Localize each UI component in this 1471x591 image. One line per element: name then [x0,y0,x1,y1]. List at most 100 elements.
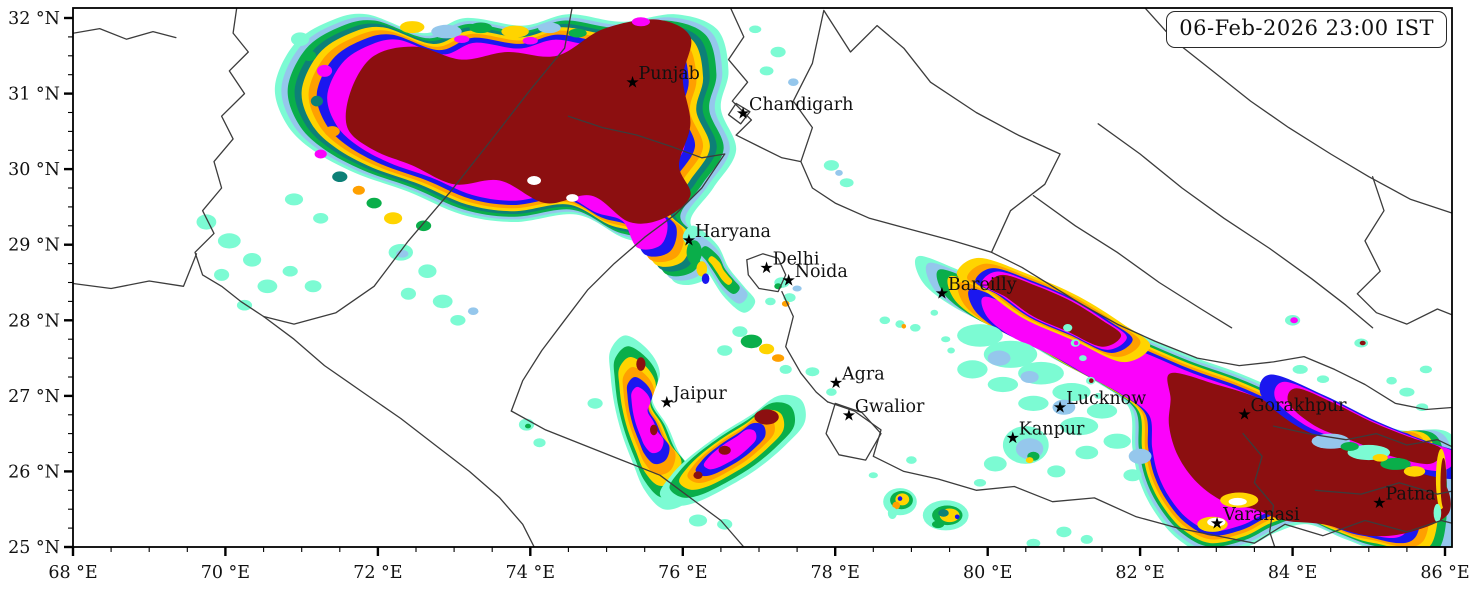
city-jaipur: ★Jaipur [660,384,728,412]
star-icon: ★ [1372,493,1386,512]
precip-cell [901,324,907,329]
precip-cell [314,149,327,159]
y-tick-label: 29 °N [8,236,60,256]
city-patna: ★Patna [1372,484,1435,512]
precip-cell [1399,387,1415,397]
x-tick-label: 84 °E [1268,563,1317,583]
city-label: Noida [795,262,848,282]
boundary-pakistan-internal-north [194,8,265,318]
x-tick-label: 68 °E [48,563,97,583]
boundary-gwalior-pocket [825,402,882,461]
precip-cell [538,22,561,34]
precip-cell [718,445,731,455]
city-label: Gorakhpur [1251,396,1348,416]
precip-cell [688,514,708,527]
precip-cell [1311,433,1350,449]
precip-cell [779,364,792,374]
precip-cell [954,514,960,520]
city-varanasi: ★Varanasi [1210,505,1300,533]
star-icon: ★ [660,392,674,411]
precip-cell [906,456,917,464]
city-label: Patna [1385,484,1435,504]
city-haryana: ★Haryana [682,222,771,250]
city-label: Gwalior [855,397,925,417]
precip-cell [396,250,409,258]
precip-cell [754,409,779,425]
precip-cell [1079,355,1087,362]
precip-cell [947,347,955,354]
city-label: Varanasi [1222,505,1300,525]
precip-cell [792,285,802,292]
x-axis [71,547,1447,556]
precip-cell [313,213,329,224]
precip-cell [467,307,479,316]
precip-cell [352,185,365,195]
precip-cell [291,32,310,46]
city-label: Haryana [695,222,771,242]
city-label: Bareilly [948,275,1017,295]
city-label: Jaipur [671,384,728,404]
precip-cell [1020,371,1039,383]
precip-cell [941,336,951,343]
boundary-bihar-horizontal-line [1272,425,1452,448]
foothill-upper-red-streak [987,274,1122,347]
precip-cells [196,17,1447,547]
timestamp-box: 06-Feb-2026 23:00 IST [1166,11,1447,49]
precip-cell [282,265,298,277]
precip-cell [366,197,382,209]
city-gorakhpur: ★Gorakhpur [1237,396,1347,424]
precip-cell [835,169,843,176]
northwest-storm-system [345,19,692,224]
precip-cell [1380,457,1411,470]
star-icon: ★ [829,373,843,392]
boundary-up-mp-border [826,401,1452,544]
boundary-nepal-inner-diagonal-3 [1144,8,1452,214]
precip-cell [1075,445,1099,460]
x-tick-label: 74 °E [506,563,555,583]
precip-cell [887,507,898,519]
y-tick-label: 25 °N [8,538,60,558]
precip-cell [957,324,1003,347]
x-tick-label: 78 °E [811,563,860,583]
boundary-bihar-jharkhand-line [1314,482,1452,495]
precip-cell [257,279,278,294]
precip-cell [431,24,462,39]
precip-cell [895,493,910,506]
precip-cell [983,456,1007,472]
x-tick-label: 82 °E [1115,563,1164,583]
precip-cell [1063,324,1073,332]
precip-cell [765,297,776,306]
y-tick-label: 32 °N [8,9,60,29]
y-axis-labels: 25 °N 26 °N 27 °N 28 °N 29 °N 30 °N 31 °N 32 °N [8,9,60,558]
star-icon: ★ [842,405,856,424]
precip-cell [879,316,891,325]
precip-cell [304,280,322,293]
precip-cell [783,293,796,303]
delhi-haryana-streak [708,256,733,285]
city-label: Delhi [773,249,820,269]
precip-cell [1080,534,1093,544]
precip-cell [418,264,437,279]
city-punjab: ★Punjab [625,64,700,92]
precip-cell [316,64,333,77]
precip-cell [693,471,703,480]
precip-cell [1340,442,1359,451]
boundary-uttarakhand-outline [792,9,1061,253]
precip-cell [932,520,945,529]
boundary-nepal-inner-diagonal-2 [1032,194,1233,329]
precip-cell [400,21,425,34]
precip-cell [1060,417,1099,436]
precip-cell [701,273,710,285]
precip-regions [73,8,1452,547]
precip-cell [1025,457,1034,464]
boundary-indo-pak-border [262,8,573,325]
precip-cell [214,268,230,281]
city-label: Kanpur [1019,419,1085,439]
precip-cell [1292,364,1308,374]
precip-cell [324,126,340,137]
precip-cell [957,360,988,379]
city-label: Agra [841,364,885,384]
city-label: Punjab [639,64,700,84]
